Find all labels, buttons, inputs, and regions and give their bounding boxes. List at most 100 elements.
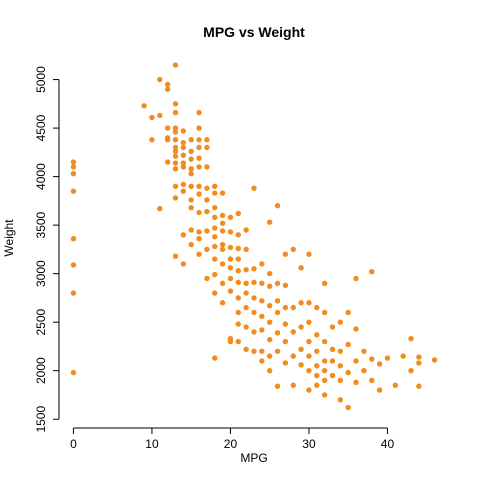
data-point <box>204 164 210 170</box>
data-point <box>321 367 328 374</box>
data-point <box>329 324 336 330</box>
data-point <box>416 360 422 366</box>
data-point <box>196 191 202 197</box>
data-point <box>180 152 187 158</box>
y-tick-label: 3500 <box>34 211 48 238</box>
data-point <box>219 190 226 196</box>
data-point <box>243 246 249 253</box>
data-point <box>141 103 147 109</box>
data-point <box>337 348 344 354</box>
data-point <box>337 377 344 384</box>
data-point <box>298 300 304 306</box>
data-point <box>70 170 77 177</box>
data-point <box>204 185 210 191</box>
data-point <box>243 227 249 233</box>
data-point <box>306 251 312 257</box>
data-point <box>243 267 249 273</box>
data-point <box>219 246 226 253</box>
data-point <box>235 232 241 238</box>
data-point <box>227 229 234 235</box>
data-point <box>188 137 194 143</box>
data-point <box>196 137 202 143</box>
data-point <box>212 214 218 221</box>
y-tick-label: 4000 <box>34 163 48 190</box>
x-tick-label: 20 <box>224 437 238 451</box>
data-point <box>282 304 289 311</box>
x-tick-label: 10 <box>145 437 159 451</box>
data-point <box>400 353 406 359</box>
data-point <box>172 160 179 166</box>
data-point <box>196 251 202 257</box>
data-point <box>196 155 202 161</box>
data-point <box>306 387 312 393</box>
data-point <box>172 253 179 259</box>
data-point <box>321 358 328 364</box>
data-point <box>267 219 273 225</box>
data-point <box>164 125 171 131</box>
data-point <box>196 209 202 216</box>
data-point <box>180 144 187 151</box>
chart-title: MPG vs Weight <box>203 24 305 40</box>
data-point <box>212 355 218 361</box>
data-point <box>70 369 77 376</box>
data-point <box>306 353 312 359</box>
data-point <box>251 185 257 191</box>
data-point <box>243 346 249 353</box>
data-point <box>259 261 265 267</box>
data-point <box>243 304 249 311</box>
data-point <box>172 62 179 68</box>
data-point <box>282 282 289 288</box>
data-point <box>376 387 383 393</box>
data-point <box>204 197 210 203</box>
data-point <box>290 304 296 311</box>
data-point <box>212 234 218 240</box>
data-point <box>361 367 367 374</box>
data-point <box>196 125 202 131</box>
data-point <box>157 205 163 212</box>
data-point <box>243 324 249 330</box>
data-point <box>243 290 249 296</box>
data-point <box>219 280 226 287</box>
data-point <box>204 246 210 253</box>
data-point <box>164 86 171 92</box>
data-point <box>188 183 194 190</box>
data-point <box>235 256 241 262</box>
data-point <box>188 241 194 248</box>
data-point <box>227 265 234 271</box>
data-point <box>408 335 414 342</box>
data-point <box>188 148 194 155</box>
data-point <box>235 295 241 301</box>
data-point <box>219 220 226 226</box>
data-point <box>235 279 241 286</box>
data-point <box>172 183 179 190</box>
y-axis: 1500 2000 2500 3000 3500 4000 4500 5000 <box>34 66 60 433</box>
data-point <box>259 313 265 320</box>
data-point <box>188 170 194 177</box>
data-point <box>235 321 241 327</box>
data-point <box>345 309 351 316</box>
x-axis: 0 10 20 30 40 <box>70 427 394 451</box>
data-point <box>188 166 194 172</box>
data-point <box>384 355 391 361</box>
data-point <box>196 164 202 170</box>
data-point <box>274 383 281 389</box>
data-point <box>235 309 241 316</box>
y-tick-label: 5000 <box>34 66 48 93</box>
data-point <box>345 404 351 411</box>
data-point <box>212 271 218 278</box>
data-point <box>274 330 281 336</box>
data-point <box>172 101 179 107</box>
data-point <box>172 148 179 155</box>
data-point <box>196 183 202 190</box>
data-point <box>188 156 194 162</box>
data-point <box>306 367 312 374</box>
data-point <box>337 319 344 325</box>
data-point <box>172 125 179 131</box>
data-point <box>149 137 155 143</box>
data-point <box>204 275 210 282</box>
data-point <box>267 353 273 359</box>
data-point <box>392 382 399 388</box>
data-point <box>353 326 359 332</box>
data-point <box>306 319 312 325</box>
